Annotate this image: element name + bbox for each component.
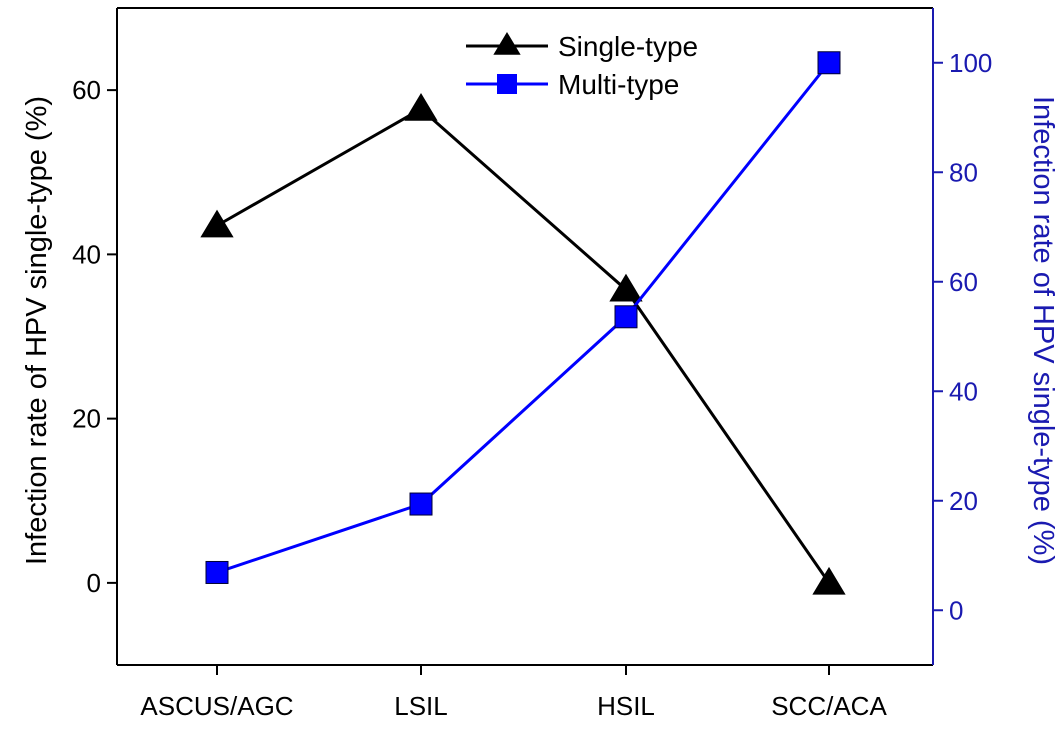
left-axis-title: Infection rate of HPV single-type (%) (21, 96, 53, 565)
data-point-square (817, 51, 841, 75)
series-layer (200, 51, 846, 595)
plot-frame (116, 7, 934, 666)
legend-label-single-type: Single-type (558, 31, 698, 62)
data-point-triangle (200, 209, 234, 238)
data-point-triangle (812, 566, 846, 595)
data-point-square (409, 492, 433, 516)
right-tick-label: 60 (949, 267, 978, 297)
left-tick-label: 60 (72, 75, 101, 105)
right-tick-label: 20 (949, 486, 978, 516)
left-axis-ticks: 0 20 40 60 (72, 75, 117, 598)
x-tick-label: SCC/ACA (771, 691, 887, 721)
series-line (216, 107, 831, 584)
data-point-triangle (609, 273, 643, 302)
legend-square-marker (497, 74, 517, 94)
legend-item-single-type: Single-type (466, 31, 698, 62)
right-axis-title: Infection rate of HPV single-type (%) (1027, 96, 1059, 565)
right-axis-ticks: 0 20 40 60 80 100 (933, 48, 992, 625)
right-tick-label: 100 (949, 48, 992, 78)
legend-triangle-marker (493, 32, 521, 55)
data-point-triangle (404, 93, 438, 121)
series-line (216, 61, 831, 574)
data-point-square (614, 305, 638, 329)
right-tick-label: 80 (949, 157, 978, 187)
left-tick-label: 0 (87, 568, 101, 598)
right-tick-label: 0 (949, 595, 963, 625)
legend-item-multi-type: Multi-type (466, 69, 679, 100)
x-tick-label: HSIL (597, 691, 655, 721)
x-tick-label: ASCUS/AGC (140, 691, 293, 721)
legend-label-multi-type: Multi-type (558, 69, 679, 100)
x-tick-label: LSIL (394, 691, 448, 721)
right-tick-label: 40 (949, 376, 978, 406)
legend: Single-type Multi-type (466, 31, 698, 100)
series-single-type (200, 93, 846, 595)
series-multi-type (205, 51, 841, 584)
data-point-square (205, 560, 229, 584)
left-tick-label: 40 (72, 239, 101, 269)
left-tick-label: 20 (72, 404, 101, 434)
x-axis-ticks: ASCUS/AGC LSIL HSIL SCC/ACA (140, 665, 887, 721)
